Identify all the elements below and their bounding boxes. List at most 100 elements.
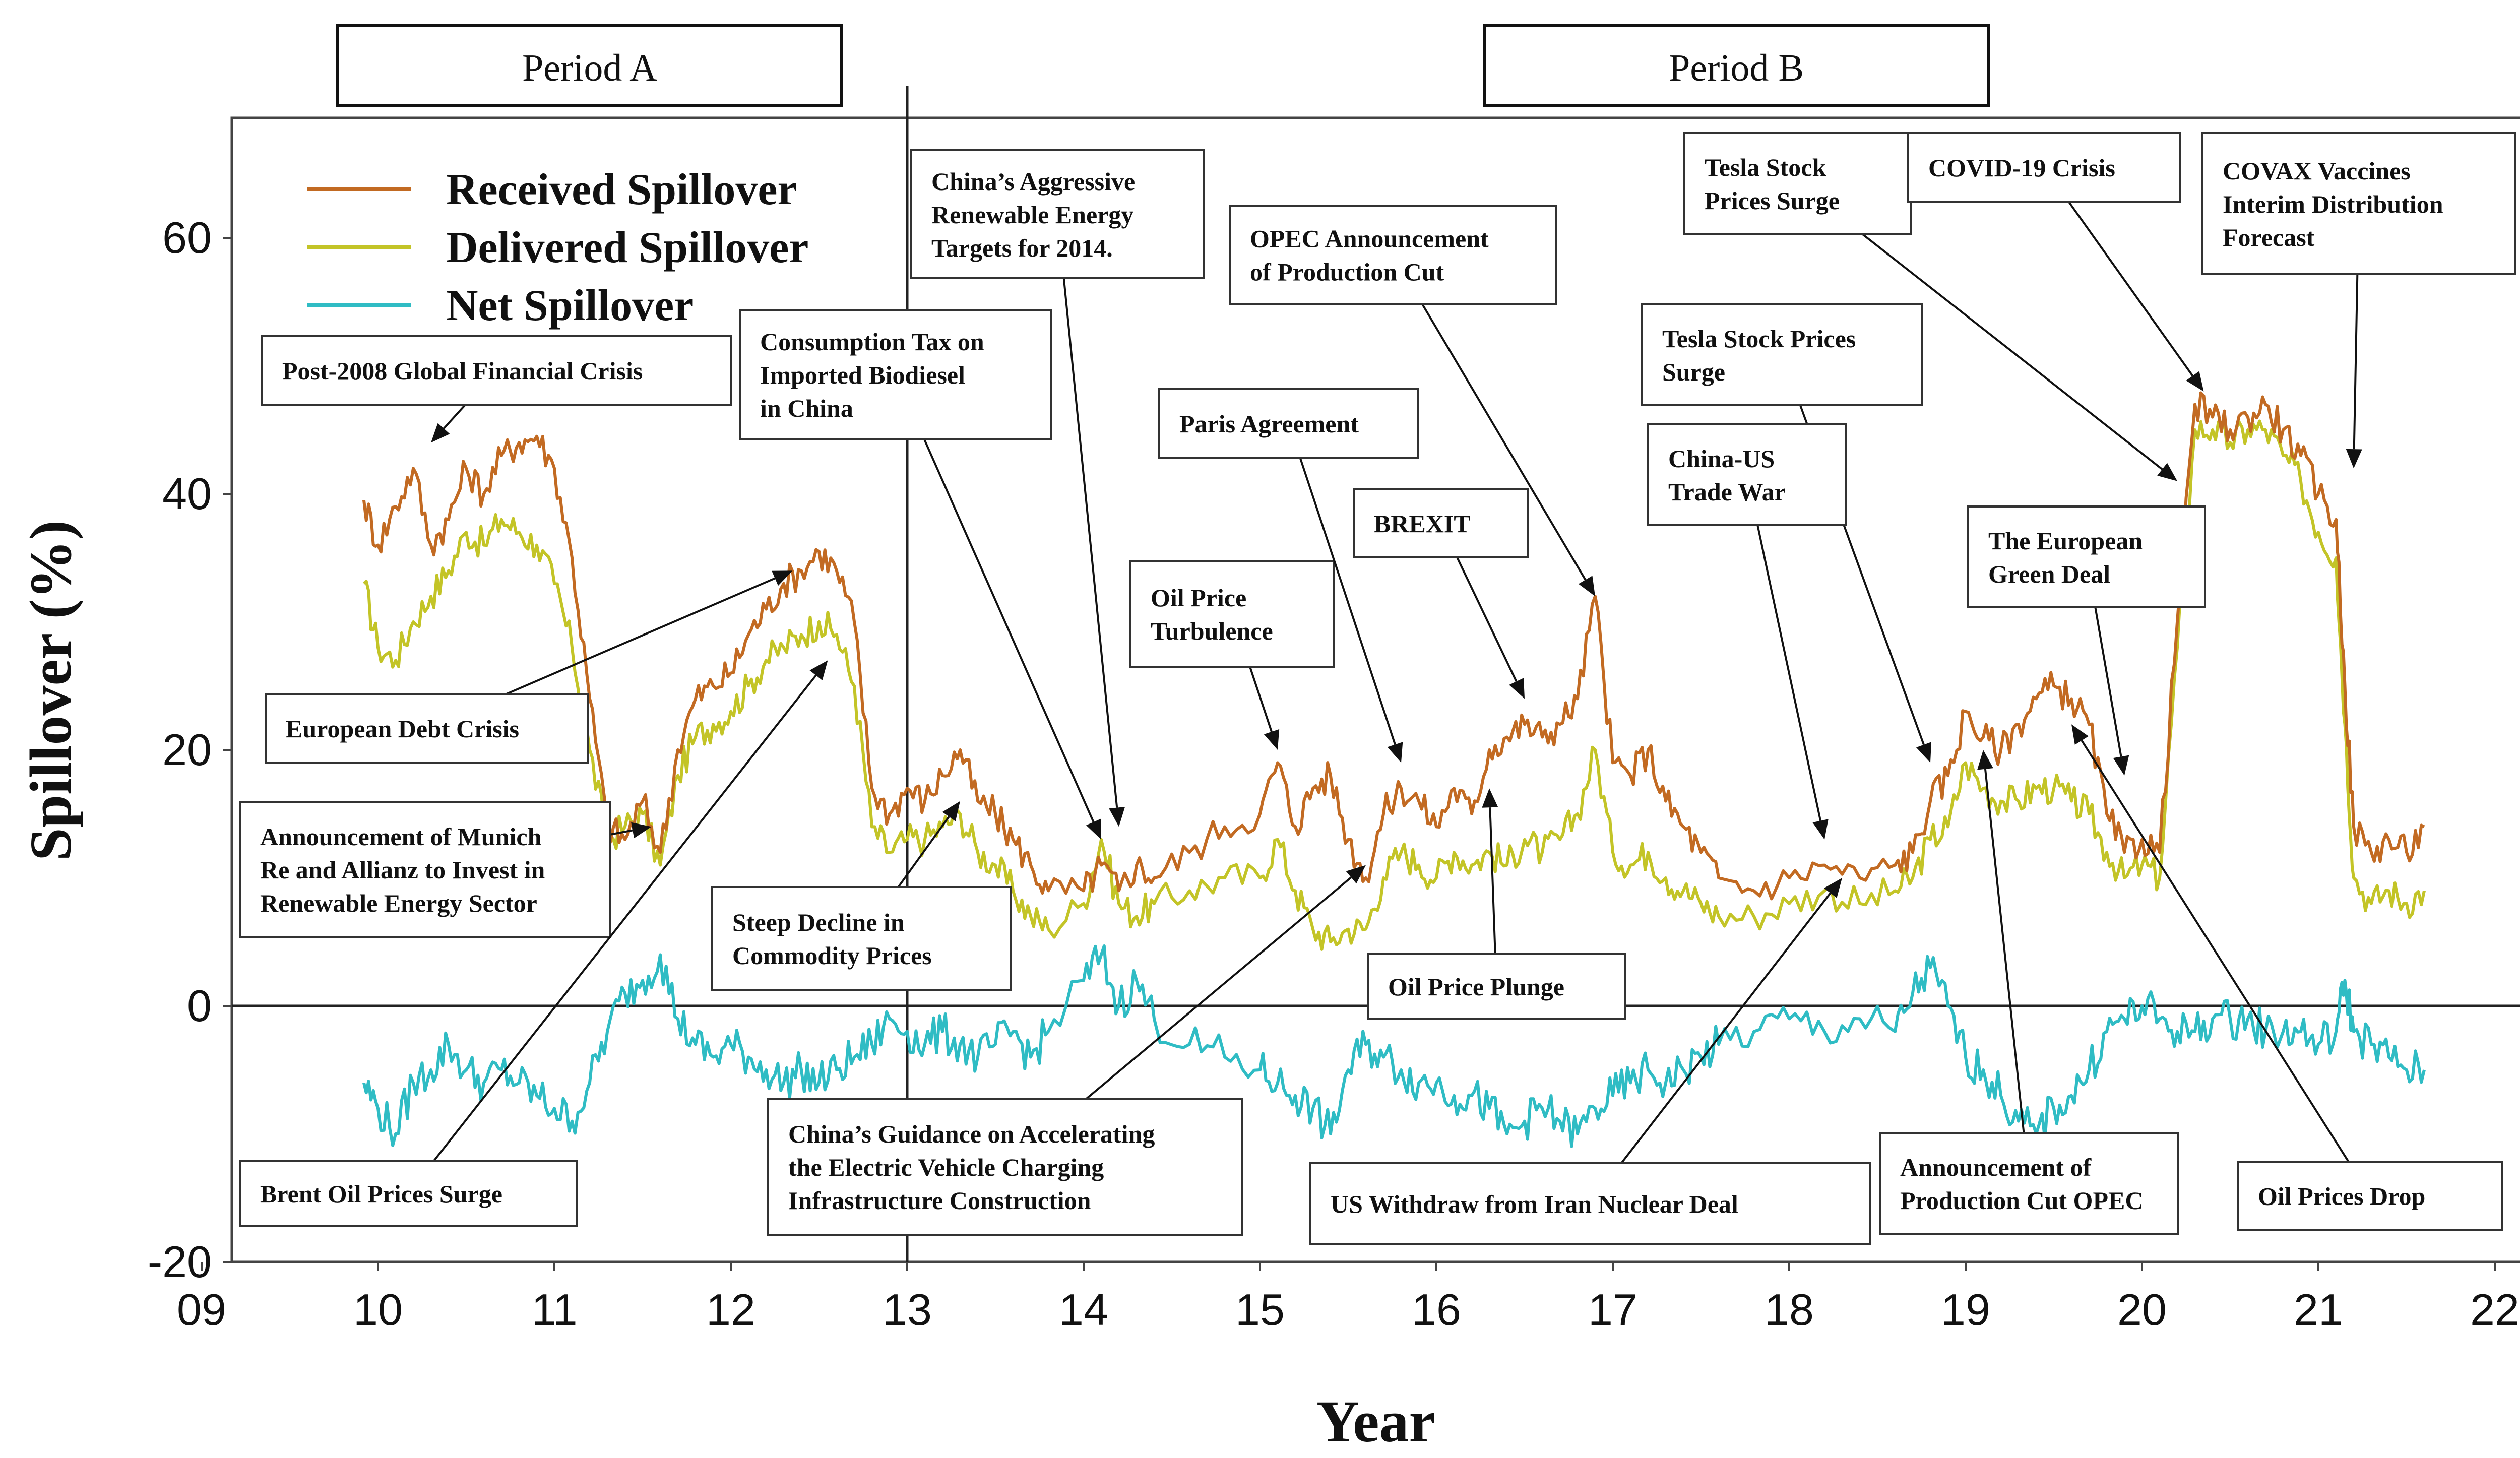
annotation-text: Forecast — [2223, 223, 2315, 251]
annotation-arrow-line — [610, 829, 633, 836]
annotation-box — [1967, 505, 2206, 608]
annotation-box — [1367, 953, 1626, 1020]
annotation-opec_cut: OPEC Announcement of Production Cut — [1229, 205, 1595, 597]
annotation-text: Tesla Stock Prices — [1662, 325, 1856, 353]
x-tick-label: 18 — [1765, 1285, 1814, 1335]
annotation-box — [1683, 132, 1912, 235]
annotation-text: Announcement of — [1900, 1153, 2092, 1181]
annotation-box — [1641, 303, 1923, 406]
annotation-text: Production Cut OPEC — [1900, 1186, 2143, 1215]
annotation-arrow-head — [2071, 724, 2089, 745]
y-tick-label: 40 — [162, 469, 212, 519]
annotation-arrow-line — [1489, 807, 1496, 954]
annotation-text: Renewable Energy — [931, 201, 1133, 229]
annotation-text: BREXIT — [1374, 510, 1471, 538]
annotation-arrow-line — [2353, 274, 2359, 450]
annotation-european_debt: European Debt Crisis — [265, 570, 793, 764]
annotation-text: European Debt Crisis — [286, 715, 519, 743]
annotation-arrow-head — [1578, 576, 1595, 597]
annotation-tesla_surge_2: Tesla Stock Prices Surge — [1683, 132, 2177, 481]
y-tick-label: -20 — [148, 1237, 212, 1287]
annotation-box — [239, 1160, 578, 1227]
legend-label-delivered: Delivered Spillover — [446, 223, 808, 272]
annotation-us_iran: US Withdraw from Iran Nuclear Deal — [1309, 878, 1871, 1245]
annotation-text: Announcement of Munich — [260, 822, 542, 851]
annotation-arrow-head — [1264, 729, 1280, 750]
annotation-arrow-line — [1620, 892, 1832, 1164]
annotation-text: Trade War — [1668, 478, 1786, 506]
period-label: Period B — [1669, 47, 1804, 89]
annotation-text: Oil Prices Drop — [2258, 1182, 2425, 1211]
annotation-arrow-head — [631, 822, 652, 839]
annotation-arrow-head — [2157, 463, 2177, 481]
legend-label-received: Received Spillover — [446, 165, 797, 214]
annotation-steep_decline: Steep Decline in Commodity Prices — [711, 801, 1012, 991]
annotation-text: Targets for 2014. — [931, 234, 1113, 262]
annotation-munich: Announcement of Munich Re and Allianz to … — [239, 801, 652, 938]
annotation-box — [265, 693, 589, 764]
annotation-text: Post-2008 Global Financial Crisis — [282, 357, 643, 385]
annotation-box — [1353, 488, 1529, 558]
annotation-arrow-head — [1824, 878, 1842, 898]
y-axis-title: Spillover (%) — [18, 520, 84, 861]
annotation-arrow-head — [2346, 449, 2362, 469]
x-tick-label: 12 — [706, 1285, 755, 1335]
annotation-text: The European — [1988, 527, 2143, 555]
annotation-text: Interim Distribution — [2223, 190, 2443, 218]
annotation-text: COVAX Vaccines — [2223, 157, 2411, 185]
annotation-text: Oil Price Plunge — [1388, 973, 1564, 1001]
annotation-china_aggressive: China’s Aggressive Renewable Energy Target… — [910, 149, 1205, 827]
annotation-oil_turbulence: Oil Price Turbulence — [1129, 560, 1335, 750]
annotation-text: Tesla Stock — [1705, 153, 1826, 181]
annotation-box — [767, 1098, 1243, 1236]
legend: Received Spillover Delivered Spillover Net… — [307, 165, 808, 330]
annotation-brent: Brent Oil Prices Surge — [239, 660, 828, 1227]
legend-label-net: Net Spillover — [446, 281, 694, 330]
annotation-arrow-head — [1346, 865, 1366, 884]
x-axis-title: Year — [1316, 1388, 1435, 1454]
annotation-box — [910, 149, 1205, 279]
x-tick-label: 22 — [2470, 1285, 2519, 1335]
annotation-arrow-line — [1086, 876, 1352, 1100]
annotation-text: Green Deal — [1988, 560, 2110, 588]
annotation-box — [1907, 132, 2181, 203]
annotation-box — [739, 309, 1052, 440]
annotation-box — [2201, 132, 2516, 275]
annotation-text: Turbulence — [1151, 617, 1273, 645]
annotation-box — [1129, 560, 1335, 668]
annotation-arrow-line — [1756, 525, 1822, 821]
x-tick-label: 20 — [2117, 1285, 2167, 1335]
annotation-arrow-line — [1421, 303, 1587, 581]
x-tick-label: 09 — [177, 1285, 226, 1335]
annotation-arrow-line — [2081, 740, 2350, 1163]
annotation-arrow-line — [1249, 666, 1273, 732]
annotation-arrow-head — [1916, 742, 1932, 763]
annotation-green_deal: The European Green Deal — [1967, 505, 2206, 776]
annotation-consumption_tax: Consumption Tax on Imported Biodiesel in C… — [739, 309, 1101, 840]
annotation-text: Consumption Tax on — [760, 328, 984, 356]
annotation-text: Infrastructure Construction — [788, 1186, 1091, 1215]
annotation-text: Paris Agreement — [1179, 410, 1359, 438]
annotation-arrow-head — [2186, 371, 2204, 392]
annotation-box — [239, 801, 611, 938]
annotation-text: China-US — [1668, 445, 1775, 473]
annotation-covid: COVID-19 Crisis — [1907, 132, 2204, 392]
annotation-opec_cut_2: Announcement of Production Cut OPEC — [1879, 750, 2179, 1235]
annotation-text: China’s Guidance on Accelerating — [788, 1120, 1155, 1148]
annotation-arrow-head — [1977, 750, 1993, 770]
annotation-arrow-line — [506, 577, 776, 695]
annotation-text: of Production Cut — [1250, 258, 1444, 286]
annotation-arrow-head — [1387, 742, 1403, 763]
annotation-text: Brent Oil Prices Surge — [260, 1180, 502, 1208]
annotation-text: COVID-19 Crisis — [1928, 154, 2115, 182]
annotation-arrow-line — [1062, 278, 1118, 808]
annotation-arrow-head — [431, 423, 450, 443]
x-tick-label: 13 — [883, 1285, 932, 1335]
annotation-arrow-head — [1109, 806, 1125, 827]
annotation-text: Prices Surge — [1705, 186, 1840, 215]
x-tick-label: 16 — [1412, 1285, 1461, 1335]
annotation-post2008: Post-2008 Global Financial Crisis — [261, 335, 732, 443]
annotation-text: China’s Aggressive — [931, 167, 1135, 196]
series-line-received — [362, 391, 2425, 901]
